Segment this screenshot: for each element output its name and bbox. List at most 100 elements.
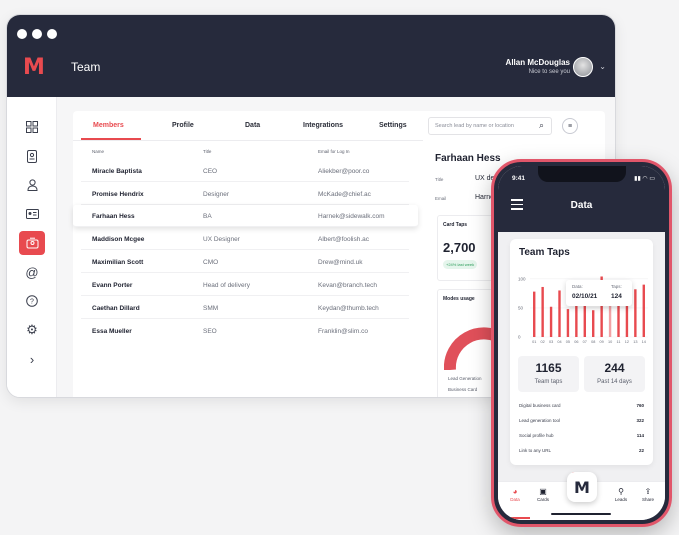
chart-bar[interactable] xyxy=(575,282,578,337)
x-tick-label: 03 xyxy=(549,340,553,344)
table-row[interactable]: Promise Hendrix Designer McKade@chief.ac xyxy=(81,183,409,205)
team-icon[interactable] xyxy=(19,231,45,255)
chart-bar[interactable] xyxy=(625,302,629,337)
tab-data[interactable]: Data xyxy=(245,122,261,129)
breakdown-label: Social profile hub xyxy=(519,433,554,438)
nav-data[interactable]: ◕ Data xyxy=(504,487,526,502)
chart-bar[interactable] xyxy=(541,286,544,337)
table-row[interactable]: Evann Porter Head of delivery Kevan@bran… xyxy=(81,274,409,296)
chart-bar[interactable] xyxy=(600,276,603,337)
x-tick-label: 06 xyxy=(574,340,578,344)
stat-value: 244 xyxy=(604,361,625,375)
side-nav: @ ? ⚙ › xyxy=(7,97,57,397)
table-row-selected[interactable]: Farhaan Hess BA Harnek@sidewalk.com xyxy=(73,205,418,227)
chart-bar[interactable] xyxy=(583,303,586,337)
chevron-right-icon[interactable]: › xyxy=(29,351,35,367)
user-name: Allan McDouglas xyxy=(505,58,570,67)
chart-bar[interactable] xyxy=(533,291,536,337)
member-title: SEO xyxy=(203,328,217,335)
chart-bar[interactable] xyxy=(566,309,570,337)
stat-team-taps: 1165 Team taps xyxy=(518,356,579,392)
search-input[interactable]: Search lead by name or location xyxy=(428,117,552,135)
detail-name: Farhaan Hess xyxy=(435,153,501,164)
tab-profile[interactable]: Profile xyxy=(172,122,194,129)
at-icon[interactable]: @ xyxy=(25,264,39,280)
avatar[interactable] xyxy=(573,57,593,77)
detail-title-value: UX design xyxy=(475,175,508,182)
nav-cards[interactable]: ▣ Cards xyxy=(532,487,554,502)
breakdown-row: Digital business card 760 xyxy=(519,403,644,408)
x-tick-label: 12 xyxy=(625,340,629,344)
signal-battery-icon: ▮▮ ◠ ▭ xyxy=(634,176,655,182)
nav-share[interactable]: ⇪ Share xyxy=(637,487,659,502)
table-row[interactable]: Maddison Mcgee UX Designer Albert@foolis… xyxy=(81,228,409,250)
chart-bar[interactable] xyxy=(642,284,645,337)
member-email: Aliekber@poor.co xyxy=(318,168,370,175)
status-time: 9:41 xyxy=(512,175,526,182)
nav-leads-label: Leads xyxy=(614,497,628,502)
card-taps-value: 2,700 xyxy=(443,240,476,255)
chart-bar[interactable] xyxy=(634,289,637,337)
x-tick-label: 14 xyxy=(642,340,646,344)
filter-icon[interactable]: ≡ xyxy=(562,118,578,134)
window-dot[interactable] xyxy=(32,29,42,39)
top-bar: M Team Allan McDouglas Nice to see you ⌄ xyxy=(7,15,615,97)
breakdown-row: Lead generation tool 322 xyxy=(519,418,644,423)
user-greeting: Nice to see you xyxy=(528,69,570,75)
id-card-icon[interactable] xyxy=(19,202,45,226)
breakdown-value: 22 xyxy=(638,448,644,453)
screen-title: Data xyxy=(570,200,593,211)
search-icon[interactable]: ⌕ xyxy=(539,120,545,130)
window-dot[interactable] xyxy=(17,29,27,39)
logo[interactable]: M xyxy=(23,55,45,80)
table-row[interactable]: Miracle Baptista CEO Aliekber@poor.co xyxy=(81,160,409,182)
bottom-nav: ◕ Data ▣ Cards M ⚲ Leads ⇪ Share xyxy=(498,472,665,520)
x-tick-label: 11 xyxy=(617,340,621,344)
card-taps-title: Card Taps xyxy=(443,222,468,228)
nav-data-label: Data xyxy=(510,497,520,502)
member-title: Head of delivery xyxy=(203,282,250,289)
table-row[interactable]: Essa Mueller SEO Franklin@slim.co xyxy=(81,320,409,342)
settings-icon[interactable]: ⚙ xyxy=(26,322,38,337)
phone-screen: 9:41 ▮▮ ◠ ▭ Data Team Taps 100 50 0 01 02 03 0… xyxy=(498,166,665,520)
member-email: Franklin@slim.co xyxy=(318,328,368,335)
card-icon[interactable] xyxy=(19,144,45,168)
member-name: Evann Porter xyxy=(92,282,133,289)
team-taps-card: Team Taps 100 50 0 01 02 03 04 05 06 07 08 09 10 11 12… xyxy=(510,239,653,465)
tab-integrations[interactable]: Integrations xyxy=(303,122,344,129)
member-name: Farhaan Hess xyxy=(92,213,135,220)
chart-bar[interactable] xyxy=(608,296,612,337)
x-tick-label: 07 xyxy=(583,340,587,344)
table-row[interactable]: Maximilian Scott CMO Drew@mind.uk xyxy=(81,251,409,273)
chart-bar[interactable] xyxy=(549,306,553,337)
help-icon[interactable]: ? xyxy=(19,289,45,313)
breakdown-label: Lead generation tool xyxy=(519,418,561,423)
chart-bar[interactable] xyxy=(617,286,620,337)
x-tick-label: 02 xyxy=(541,340,545,344)
table-row[interactable]: Caethan Dillard SMM Keydan@thumb.tech xyxy=(81,297,409,319)
chart-bar[interactable] xyxy=(558,290,561,337)
chart-tooltip: Data: 02/10/21 Taps: 124 xyxy=(566,280,632,306)
chart-bar[interactable] xyxy=(592,310,595,337)
breakdown-value: 322 xyxy=(636,418,644,423)
nav-leads[interactable]: ⚲ Leads xyxy=(610,487,632,502)
member-name: Promise Hendrix xyxy=(92,191,144,198)
logo-fab-button[interactable]: M xyxy=(567,472,597,502)
tab-settings[interactable]: Settings xyxy=(379,122,407,129)
legend-business-card: Business Card xyxy=(448,387,478,392)
user-icon[interactable] xyxy=(19,173,45,197)
tooltip-date-label: Data: xyxy=(572,284,583,289)
menu-icon[interactable] xyxy=(511,199,523,213)
member-email: Kevan@branch.tech xyxy=(318,282,377,289)
breakdown-label: Digital business card xyxy=(519,403,561,408)
grid-icon[interactable] xyxy=(19,115,45,139)
member-title: CMO xyxy=(203,259,219,266)
active-tab-indicator xyxy=(81,138,141,140)
window-dot[interactable] xyxy=(47,29,57,39)
chevron-down-icon[interactable]: ⌄ xyxy=(599,62,606,71)
tab-members[interactable]: Members xyxy=(93,122,124,129)
member-email: Albert@foolish.ac xyxy=(318,236,370,243)
stat-label: Past 14 days xyxy=(597,379,632,385)
member-email: Harnek@sidewalk.com xyxy=(318,213,385,220)
main-content: Members Profile Data Integrations Settin… xyxy=(57,97,615,397)
